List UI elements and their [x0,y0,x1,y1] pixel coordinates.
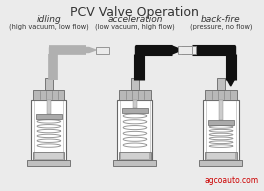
Text: PCV Valve Operation: PCV Valve Operation [70,6,199,19]
Bar [27,160,70,166]
Bar [120,100,150,160]
Text: (high vacuum, low flow): (high vacuum, low flow) [9,23,89,29]
Bar [45,78,53,90]
Text: back-fire: back-fire [201,15,241,24]
Bar [119,152,150,160]
Text: idling: idling [36,15,61,24]
Bar [178,46,192,54]
Bar [199,160,242,166]
FancyArrow shape [172,46,182,54]
Bar [96,46,110,53]
Text: agcoauto.com: agcoauto.com [204,176,258,185]
Bar [33,152,64,160]
Bar [122,108,148,113]
Bar [119,90,150,100]
Bar [35,153,63,159]
Bar [182,46,196,54]
Bar [208,120,234,125]
Bar [117,100,153,160]
Text: (low vacuum, high flow): (low vacuum, high flow) [95,23,175,29]
Bar [133,100,137,108]
Bar [205,152,237,160]
Bar [205,90,237,100]
Bar [121,153,149,159]
Bar [36,114,62,119]
FancyArrow shape [86,48,96,53]
Bar [207,153,235,159]
Bar [113,160,156,166]
Bar [33,90,64,100]
Bar [131,78,139,90]
Bar [49,46,56,53]
FancyArrow shape [226,78,235,86]
Bar [206,100,236,160]
Bar [135,46,143,54]
Text: (pressure, no flow): (pressure, no flow) [190,23,252,29]
Bar [34,100,63,160]
Bar [217,78,225,90]
Bar [31,100,67,160]
Bar [203,100,239,160]
Bar [227,46,235,54]
Bar [47,100,51,114]
Bar [219,100,223,120]
Text: acceleration: acceleration [107,15,163,24]
